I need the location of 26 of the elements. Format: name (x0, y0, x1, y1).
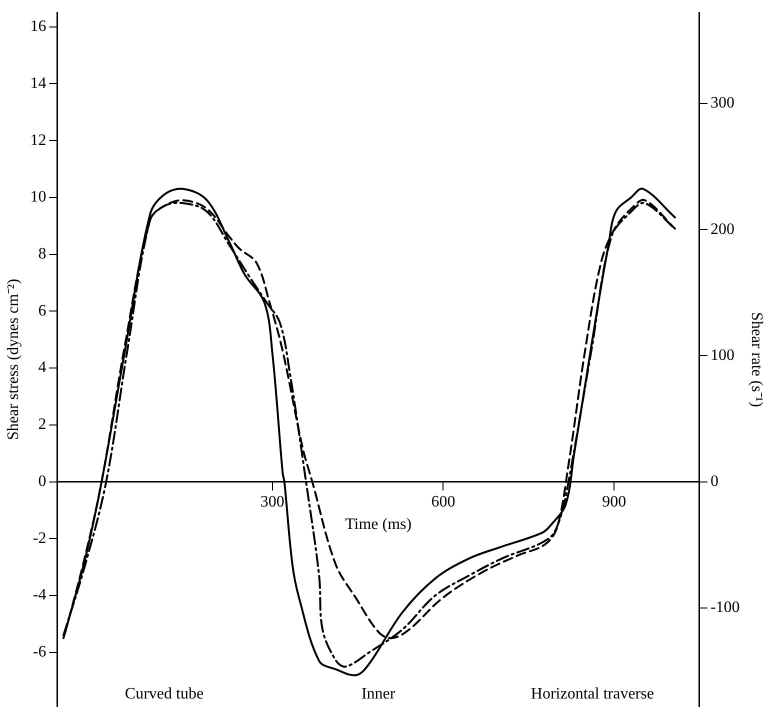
y2-tick-label: 200 (710, 220, 734, 238)
y-tick-label: 2 (38, 416, 46, 434)
y-tick-label: 0 (38, 472, 46, 490)
y-tick-label: -2 (32, 530, 46, 547)
y2-tick-label: -100 (710, 599, 740, 616)
y-axis-title: Shear stress (dynes cm⁻²) (4, 278, 22, 440)
y-tick-label: 12 (30, 132, 46, 149)
y-tick-label: 16 (30, 18, 46, 36)
y2-tick-label: 0 (710, 473, 718, 490)
annotation: Inner (361, 686, 396, 703)
y2-axis-title: Shear rate (s⁻¹) (748, 312, 766, 408)
y-tick-label: 8 (38, 245, 46, 262)
y-tick-label: 6 (38, 302, 46, 320)
x-tick-label: 900 (602, 494, 626, 511)
y-tick-label: -4 (32, 586, 46, 604)
x-axis-title: Time (ms) (345, 516, 412, 533)
y-tick-label: -6 (32, 644, 46, 661)
annotation: Curved tube (124, 686, 204, 703)
y-tick-label: 14 (30, 74, 46, 92)
y2-tick-label: 300 (710, 94, 734, 112)
x-tick-label: 300 (260, 494, 284, 511)
x-tick-label: 600 (431, 494, 456, 511)
y-tick-label: 10 (30, 188, 46, 206)
y-tick-label: 4 (38, 359, 46, 376)
annotation: Horizontal traverse (530, 686, 654, 703)
y2-tick-label: 100 (710, 346, 734, 364)
